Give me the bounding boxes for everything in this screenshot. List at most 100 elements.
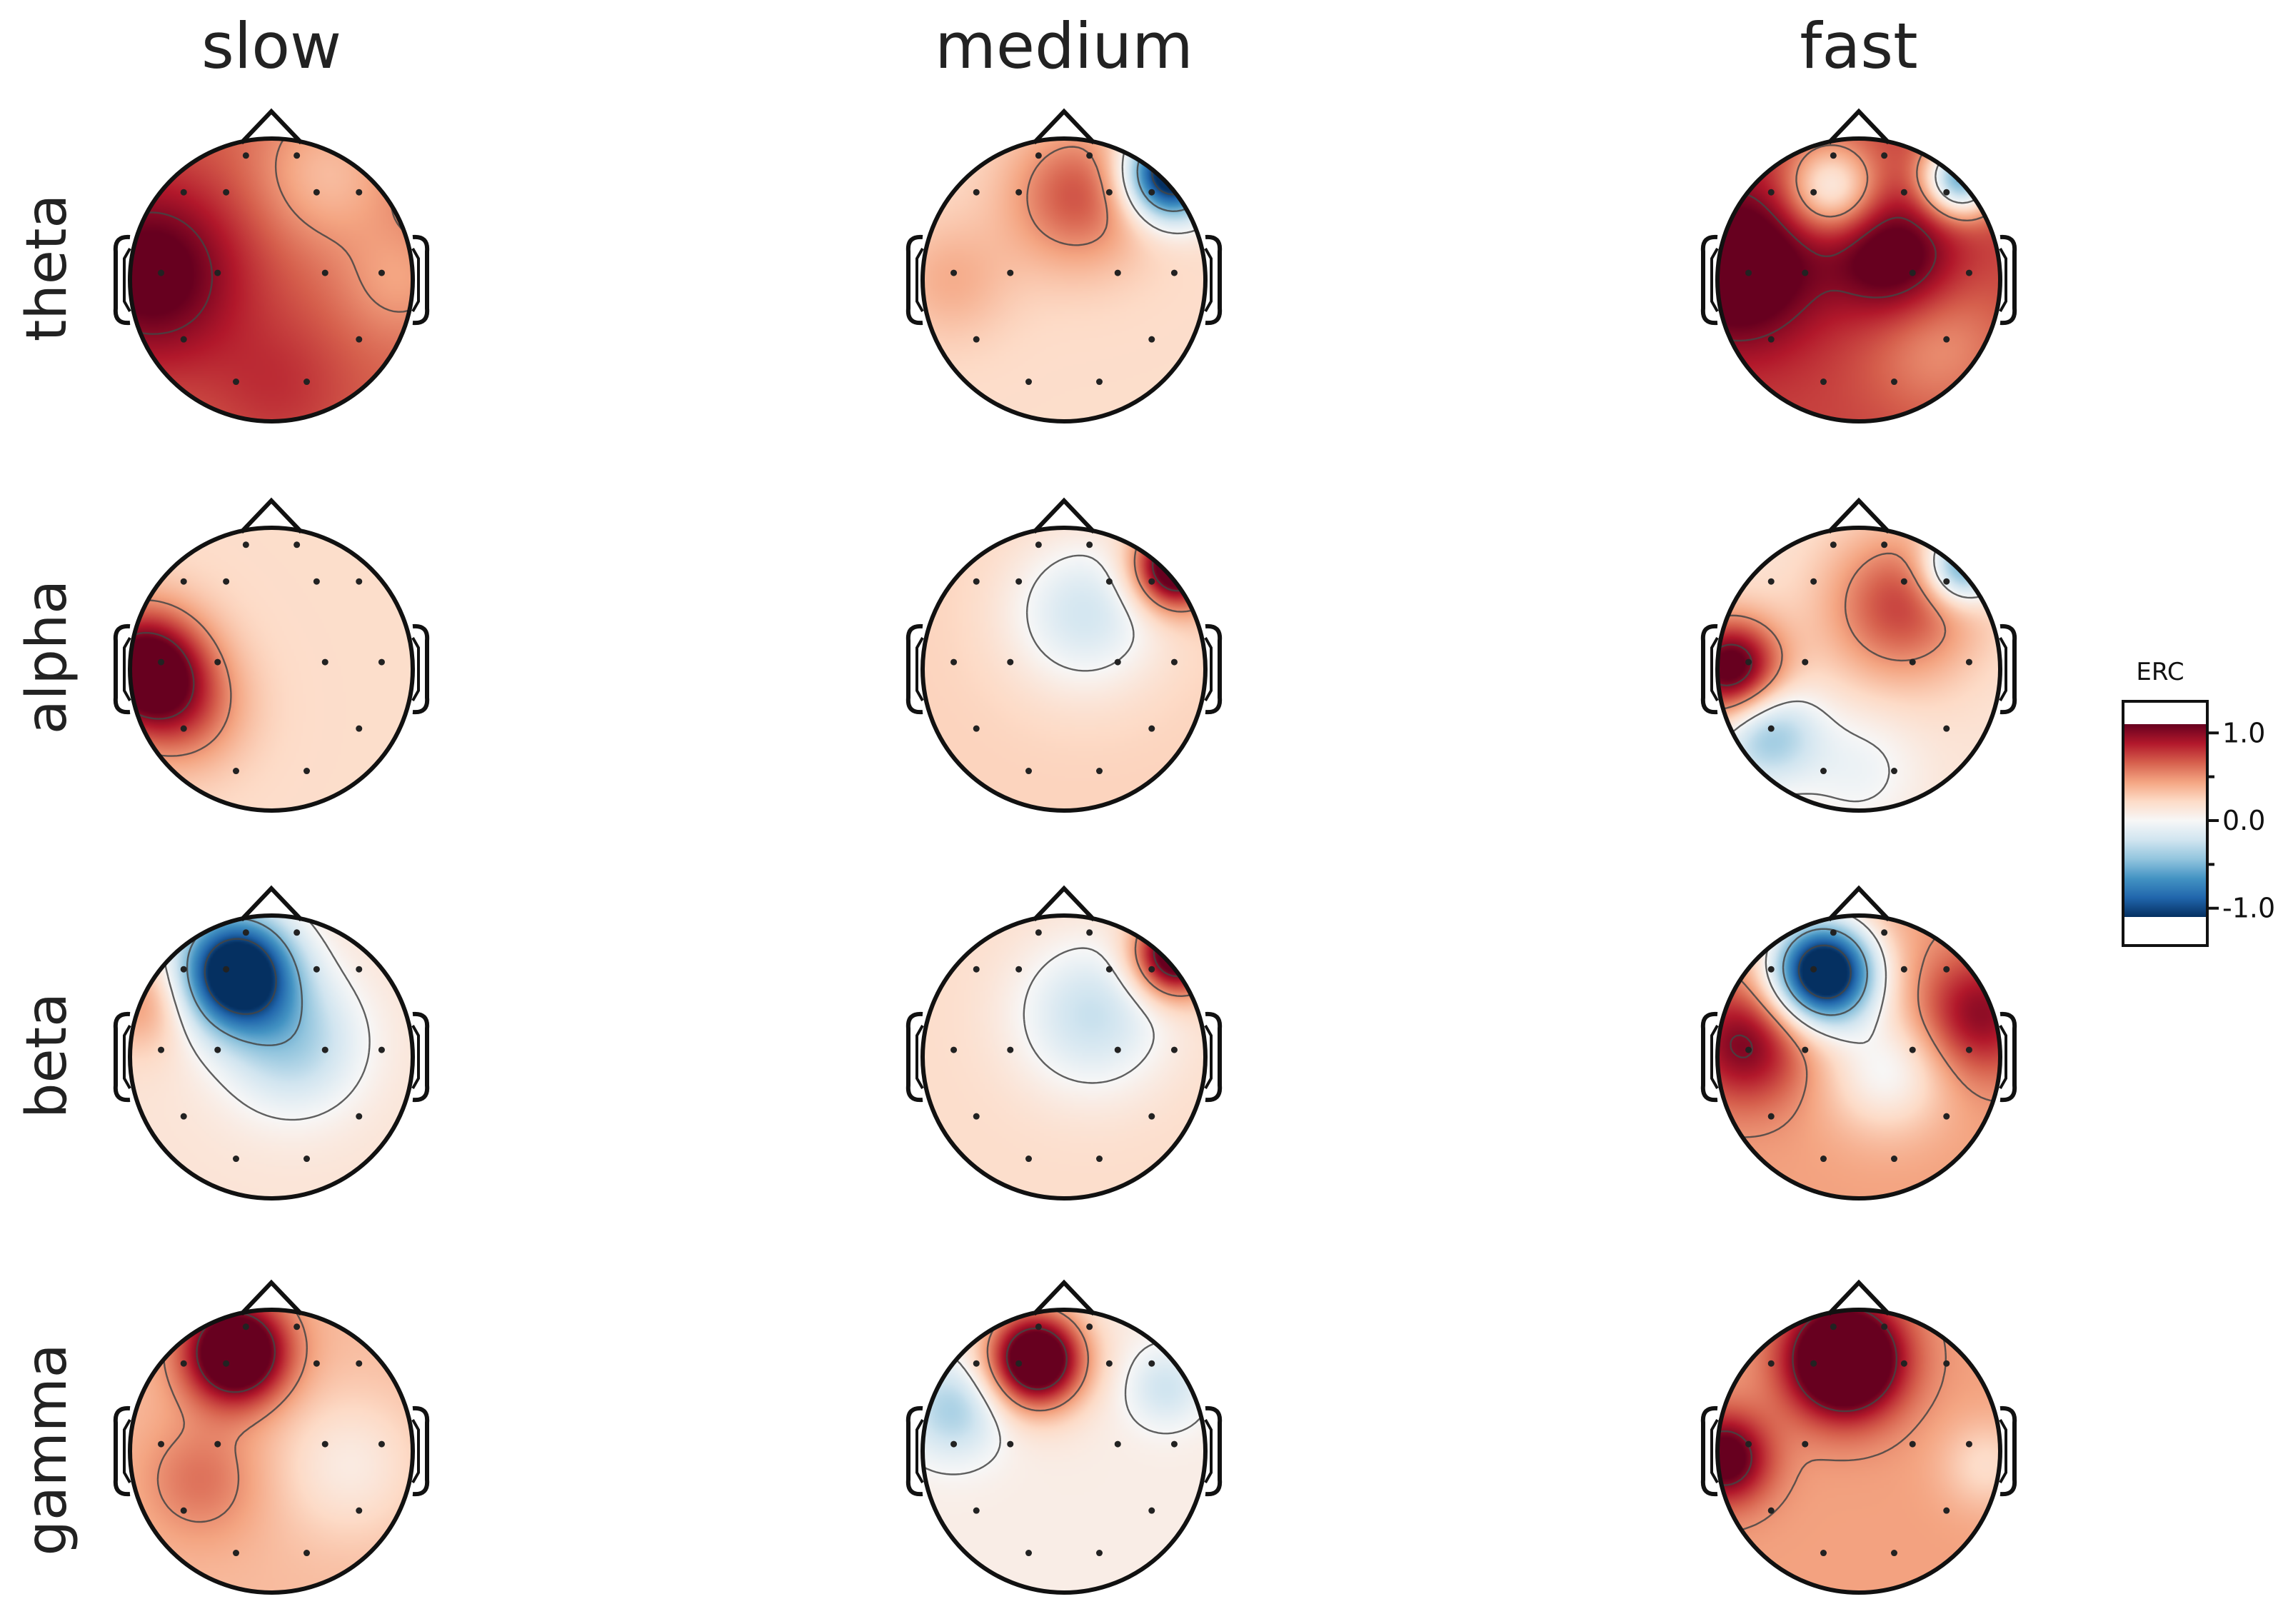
- sensor-marker: [214, 1046, 221, 1053]
- left-ear-outline: [905, 1405, 923, 1497]
- head-outline: [920, 913, 1208, 1201]
- column-title-fast: fast: [1800, 9, 1917, 83]
- ear-inner-outline: [123, 637, 131, 701]
- ear-inner-outline: [1204, 1025, 1213, 1089]
- sensor-marker: [1025, 379, 1032, 386]
- sensor-marker: [1820, 768, 1827, 775]
- right-ear-outline: [1205, 234, 1223, 326]
- ear-inner-outline: [1999, 1025, 2007, 1089]
- topomap-theta-fast: [1700, 108, 2017, 423]
- ear-inner-outline: [1710, 637, 1719, 701]
- ear-inner-outline: [915, 248, 924, 312]
- sensor-marker: [1745, 1046, 1752, 1053]
- sensor-marker: [1025, 1550, 1032, 1557]
- left-ear-outline: [905, 234, 923, 326]
- sensor-marker: [1007, 269, 1014, 276]
- ear-inner-outline: [1204, 248, 1213, 312]
- sensor-marker: [1086, 1323, 1093, 1330]
- sensor-marker: [1745, 269, 1752, 276]
- sensor-marker: [1170, 1440, 1178, 1448]
- sensor-marker: [1909, 658, 1916, 666]
- sensor-marker: [950, 269, 958, 276]
- sensor-marker: [1820, 1156, 1827, 1163]
- right-ear-outline: [2000, 234, 2017, 326]
- ear-inner-outline: [915, 637, 924, 701]
- colorbar: ERC 1.0 0.0 -1.0: [2122, 658, 2275, 947]
- topomap-gamma-slow: [113, 1279, 430, 1595]
- sensor-marker: [180, 1507, 187, 1514]
- row-label-alpha: alpha: [15, 580, 79, 734]
- sensor-marker: [180, 336, 187, 343]
- sensor-marker: [293, 152, 301, 159]
- sensor-marker: [1802, 1440, 1809, 1448]
- sensor-marker: [1802, 269, 1809, 276]
- sensor-marker: [214, 658, 221, 666]
- sensor-marker: [1881, 929, 1888, 936]
- sensor-marker: [1096, 1156, 1103, 1163]
- nose-outline: [239, 497, 303, 534]
- sensor-marker: [223, 966, 230, 973]
- column-title-slow: slow: [201, 9, 341, 83]
- sensor-marker: [1802, 1046, 1809, 1053]
- sensor-marker: [1105, 578, 1113, 585]
- left-ear-outline: [1700, 234, 1718, 326]
- sensor-marker: [1745, 658, 1752, 666]
- sensor-marker: [973, 1360, 980, 1367]
- sensor-marker: [356, 725, 363, 732]
- left-ear-outline: [113, 623, 131, 715]
- sensor-marker: [158, 1046, 165, 1053]
- ear-inner-outline: [1204, 637, 1213, 701]
- right-ear-outline: [412, 234, 430, 326]
- sensor-marker: [1965, 269, 1972, 276]
- sensor-marker: [356, 966, 363, 973]
- sensor-marker: [1820, 379, 1827, 386]
- sensor-marker: [1114, 1046, 1121, 1053]
- sensor-marker: [1943, 1507, 1950, 1514]
- sensor-marker: [950, 1440, 958, 1448]
- sensor-marker: [313, 966, 320, 973]
- sensor-marker: [1830, 152, 1837, 159]
- head-outline: [128, 1308, 415, 1595]
- sensor-marker: [1820, 1550, 1827, 1557]
- right-ear-outline: [2000, 1011, 2017, 1103]
- sensor-marker: [1105, 189, 1113, 196]
- sensor-marker: [1881, 152, 1888, 159]
- sensor-marker: [223, 1360, 230, 1367]
- sensor-marker: [1891, 379, 1897, 386]
- sensor-marker: [1810, 189, 1817, 196]
- ear-inner-outline: [411, 637, 420, 701]
- right-ear-outline: [1205, 1011, 1223, 1103]
- sensor-marker: [158, 269, 165, 276]
- sensor-marker: [1830, 541, 1837, 548]
- right-ear-outline: [412, 623, 430, 715]
- ear-inner-outline: [123, 248, 131, 312]
- sensor-marker: [1170, 658, 1178, 666]
- sensor-marker: [180, 966, 187, 973]
- sensor-marker: [1148, 578, 1155, 585]
- sensor-marker: [1035, 152, 1042, 159]
- left-ear-outline: [113, 1011, 131, 1103]
- sensor-marker: [1114, 1440, 1121, 1448]
- colorbar-tick-label: 0.0: [2222, 805, 2265, 836]
- sensor-marker: [1830, 929, 1837, 936]
- sensor-marker: [303, 1550, 310, 1557]
- sensor-marker: [1900, 966, 1907, 973]
- sensor-marker: [1943, 725, 1950, 732]
- head-outline: [1715, 136, 2002, 423]
- sensor-marker: [180, 1113, 187, 1120]
- colorbar-gradient: [2124, 724, 2206, 917]
- sensor-marker: [233, 768, 239, 775]
- nose-outline: [239, 1279, 303, 1316]
- left-ear-outline: [113, 234, 131, 326]
- sensor-marker: [356, 189, 363, 196]
- row-label-theta: theta: [15, 194, 79, 341]
- sensor-marker: [321, 658, 328, 666]
- sensor-marker: [180, 1360, 187, 1367]
- sensor-marker: [973, 578, 980, 585]
- sensor-marker: [1148, 189, 1155, 196]
- ear-inner-outline: [123, 1025, 131, 1089]
- sensor-marker: [313, 1360, 320, 1367]
- sensor-marker: [973, 725, 980, 732]
- topomap-heatmap: [130, 528, 413, 811]
